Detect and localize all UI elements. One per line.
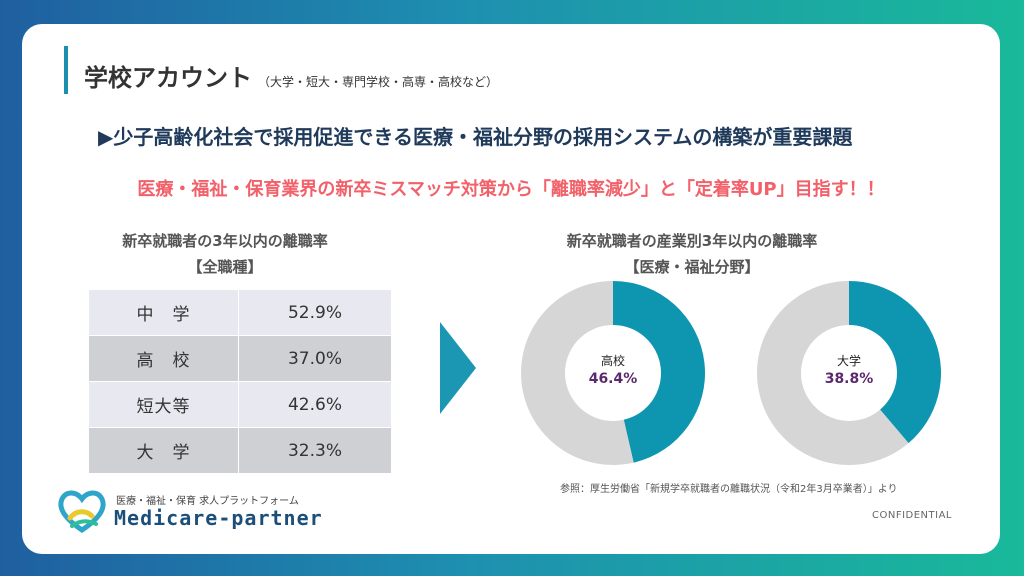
donut-slice-turnover [849,281,941,444]
confidential-label: CONFIDENTIAL [872,510,953,521]
row-value: 32.3% [238,427,392,474]
subheadline: 医療・福祉・保育業界の新卒ミスマッチ対策から「離職率減少」と「定着率UP」目指す… [137,179,885,200]
donut-value: 46.4% [588,371,638,387]
page-title-sub: （大学・短大・専門学校・高専・高校など） [258,75,499,89]
donut-title: 大学 [836,354,861,368]
donut-value: 38.8% [824,371,874,387]
donut-slice-remainder [521,281,634,465]
table-row: 大 学 32.3% [88,427,392,474]
heart-logo-icon [58,490,106,534]
row-value: 42.6% [238,381,392,428]
table-row: 中 学 52.9% [88,289,392,336]
row-value: 52.9% [238,289,392,336]
donut-label-koukou: 高校 46.4% [568,352,658,387]
slide: 学校アカウント （大学・短大・専門学校・高専・高校など） ▶少子高齢化社会で採用促… [22,24,1000,554]
donut-chart-daigaku [757,281,941,465]
row-label: 大 学 [88,427,239,474]
logo-wordmark: Medicare-partner [114,506,323,530]
donut-slice-remainder [757,281,909,465]
table-row: 高 校 37.0% [88,335,392,382]
source-note: 参照：厚生労働省「新規学卒就職者の離職状況（令和2年3月卒業者）」より [560,484,898,495]
left-title-line1: 新卒就職者の3年以内の離職率 [122,232,328,250]
logo-tagline: 医療・福祉・保育 求人プラットフォーム [116,496,299,507]
donut-label-daigaku: 大学 38.8% [804,352,894,387]
left-table-title: 新卒就職者の3年以内の離職率 【全職種】 [90,228,360,280]
donut-chart-koukou [521,281,705,465]
arrow-right-icon [440,322,476,414]
left-title-line2: 【全職種】 [187,258,263,276]
right-title-line2: 【医療・福祉分野】 [624,258,760,276]
turnover-table: 中 学 52.9% 高 校 37.0% 短大等 42.6% 大 学 32.3% [88,289,392,474]
row-label: 短大等 [88,381,239,428]
headline: ▶少子高齢化社会で採用促進できる医療・福祉分野の採用システムの構築が重要課題 [98,125,853,149]
table-row: 短大等 42.6% [88,381,392,428]
row-label: 中 学 [88,289,239,336]
title-accent-bar [64,46,68,94]
right-chart-title: 新卒就職者の産業別3年以内の離職率 【医療・福祉分野】 [542,228,842,280]
row-value: 37.0% [238,335,392,382]
right-title-line1: 新卒就職者の産業別3年以内の離職率 [566,232,818,250]
logo: 医療・福祉・保育 求人プラットフォーム Medicare-partner [56,486,346,538]
row-label: 高 校 [88,335,239,382]
page-title: 学校アカウント （大学・短大・専門学校・高専・高校など） [84,64,499,92]
donut-title: 高校 [600,354,625,368]
donut-slice-turnover [613,281,705,463]
